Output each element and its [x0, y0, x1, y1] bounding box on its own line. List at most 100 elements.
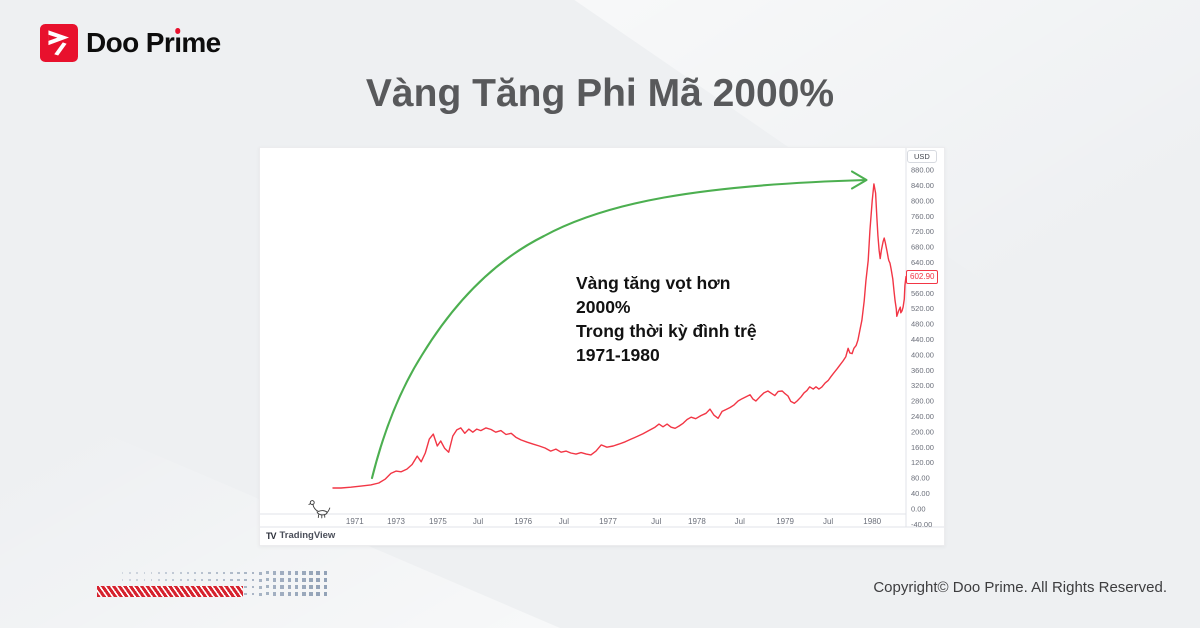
y-tick-label: 760.00: [911, 212, 934, 221]
decorative-dot: [230, 571, 233, 575]
decorative-dot: [222, 571, 226, 575]
decorative-dot: [165, 579, 168, 581]
decorative-dot: [294, 585, 299, 589]
y-tick-label: -40.00: [911, 520, 932, 529]
x-tick-label: 1977: [599, 517, 617, 526]
decorative-dot: [258, 592, 262, 596]
decorative-dot: [165, 572, 168, 574]
x-tick-label: Jul: [559, 517, 569, 526]
decorative-dot: [316, 578, 321, 582]
y-tick-label: 280.00: [911, 397, 934, 406]
last-price-label: 602.90: [906, 270, 939, 285]
x-tick-label: 1976: [514, 517, 532, 526]
doo-prime-logo-mark-icon: [40, 24, 78, 62]
decorative-dot: [323, 571, 328, 575]
decorative-dot: [244, 592, 248, 596]
decorative-dot: [150, 579, 153, 581]
y-tick-label: 840.00: [911, 181, 934, 190]
brand-wordmark: Doo Prıme: [86, 24, 221, 62]
currency-label: USD: [907, 150, 937, 163]
decorative-dot: [309, 592, 313, 596]
decorative-dot: [302, 592, 306, 596]
decorative-dot: [266, 571, 270, 575]
decorative-dot: [302, 578, 306, 582]
decorative-dot: [194, 578, 197, 582]
decorative-dot: [251, 578, 255, 582]
y-tick-label: 320.00: [911, 381, 934, 390]
decorative-dot: [150, 572, 153, 574]
decorative-dot: [258, 578, 262, 582]
decorative-dot: [122, 579, 124, 581]
decorative-dot: [323, 592, 328, 596]
decorative-dot: [172, 579, 175, 581]
decorative-dot: [266, 578, 270, 582]
annotation-line: Trong thời kỳ đình trệ: [576, 321, 757, 341]
decorative-dot: [208, 571, 211, 575]
x-tick-label: Jul: [735, 517, 745, 526]
decorative-dot: [323, 578, 328, 582]
decorative-dot: [302, 571, 306, 575]
decorative-dot: [172, 572, 175, 574]
x-tick-label: 1971: [346, 517, 364, 526]
y-tick-label: 120.00: [911, 458, 934, 467]
price-axis-labels: 880.00 840.00 800.00 760.00 720.00 680.00 640.…: [911, 166, 934, 529]
decorative-dot: [143, 579, 146, 581]
decorative-dot: [302, 585, 306, 589]
decorative-dot: [287, 578, 291, 582]
decorative-dot: [136, 572, 138, 574]
x-tick-label: Jul: [473, 517, 483, 526]
decorative-dot: [273, 571, 277, 575]
gold-price-line: [332, 183, 907, 489]
decorative-dot: [309, 578, 313, 582]
y-tick-label: 0.00: [911, 504, 926, 513]
decorative-dot: [309, 571, 313, 575]
y-tick-label: 400.00: [911, 350, 934, 359]
decorative-dot: [129, 572, 131, 574]
decorative-dot: [251, 592, 255, 596]
decorative-dot: [316, 571, 321, 575]
decorative-dot: [158, 579, 160, 581]
decorative-dot: [194, 571, 197, 575]
decorative-dot: [230, 578, 233, 582]
decorative-dot: [294, 571, 299, 575]
decorative-dot: [158, 572, 160, 574]
decorative-dot: [244, 585, 248, 589]
tradingview-label: TradingView: [279, 530, 336, 541]
y-tick-label: 640.00: [911, 258, 934, 267]
tradingview-icon: TV: [266, 530, 276, 541]
decorative-dot: [266, 592, 270, 596]
decorative-dot: [316, 585, 321, 589]
decorative-dot: [280, 592, 284, 596]
decorative-dot: [273, 585, 277, 589]
x-tick-label: 1978: [688, 517, 706, 526]
decorative-dot: [287, 585, 291, 589]
decorative-dot: [244, 571, 248, 575]
x-tick-label: 1973: [387, 517, 405, 526]
doo-prime-logo: Doo Prıme: [40, 24, 221, 62]
decorative-dot: [273, 578, 277, 582]
growth-arrow: [370, 170, 868, 480]
decorative-dot: [122, 572, 124, 574]
decorative-dot: [237, 571, 240, 575]
y-tick-label: 240.00: [911, 412, 934, 421]
decorative-dot: [215, 571, 219, 575]
decorative-dot: [258, 585, 262, 589]
decorative-dot: [266, 585, 270, 589]
decorative-dot: [287, 592, 291, 596]
x-tick-label: 1980: [863, 517, 881, 526]
decorative-dot: [186, 578, 189, 582]
y-tick-label: 680.00: [911, 243, 934, 252]
decorative-dot: [222, 578, 226, 582]
dinosaur-doodle-icon: [308, 500, 331, 519]
decorative-dot: [280, 585, 284, 589]
decorative-dot: [323, 585, 328, 589]
decorative-dot: [237, 578, 240, 582]
decorative-dot: [208, 578, 211, 582]
decorative-dot: [280, 571, 284, 575]
y-tick-label: 360.00: [911, 366, 934, 375]
decorative-dot: [280, 578, 284, 582]
y-tick-label: 720.00: [911, 227, 934, 236]
brand-letter-i-red-dot: ı: [174, 24, 182, 62]
decorative-dot: [179, 579, 182, 582]
